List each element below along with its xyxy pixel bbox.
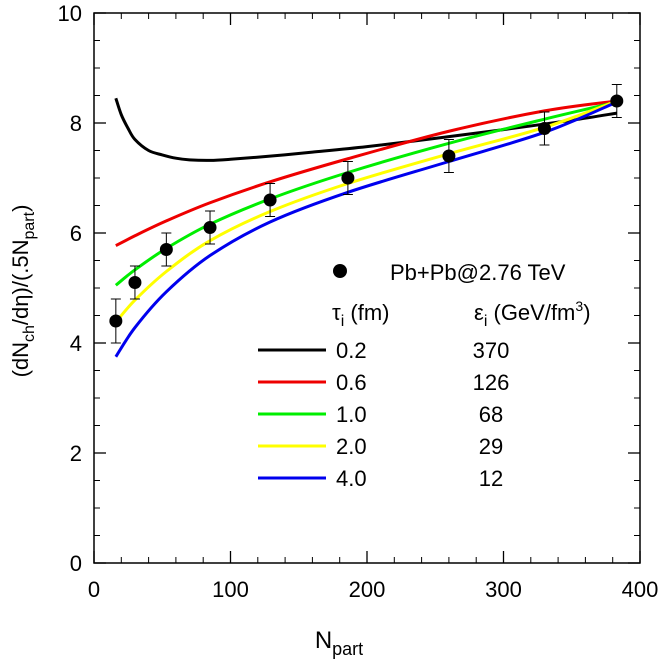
series-line-tau-1.0 [114, 100, 618, 287]
legend-tau-header: τi (fm) [332, 300, 389, 330]
x-tick-label: 200 [349, 577, 386, 602]
x-tick-label: 0 [88, 577, 100, 602]
series-line-tau-0.2 [114, 97, 618, 162]
y-tick-label: 8 [70, 111, 82, 136]
x-tick-label: 100 [212, 577, 249, 602]
plot-frame [93, 12, 641, 564]
legend-eps-value: 12 [479, 466, 503, 491]
legend-eps-value: 126 [473, 370, 510, 395]
y-tick-label: 10 [58, 1, 82, 26]
series-line-tau-2.0 [114, 99, 618, 324]
legend-data-label: Pb+Pb@2.76 TeV [390, 260, 566, 285]
data-point [341, 171, 355, 185]
y-tick-label: 0 [70, 551, 82, 576]
legend-tau-value: 2.0 [336, 434, 367, 459]
y-tick-label: 4 [70, 331, 82, 356]
legend-data-marker [333, 264, 347, 278]
data-points [109, 84, 624, 344]
data-point [203, 221, 217, 234]
y-tick-label: 2 [70, 441, 82, 466]
data-point [109, 314, 123, 328]
data-point [128, 276, 142, 289]
x-tick-label: 400 [622, 577, 659, 602]
legend-tau-value: 4.0 [336, 466, 367, 491]
data-point [159, 243, 173, 256]
legend-eps-header: εi (GeV/fm3) [474, 298, 591, 330]
legend-tau-value: 1.0 [336, 402, 367, 427]
series-line-tau-4.0 [114, 100, 618, 358]
data-point [442, 149, 456, 163]
legend: Pb+Pb@2.76 TeV τi (fm) εi (GeV/fm3) 0.2 3… [258, 260, 591, 491]
model-curves [114, 97, 618, 358]
series-line-tau-0.6 [115, 99, 617, 247]
y-axis-label: (dNch/dη)/(.5Npart) [8, 205, 38, 378]
legend-rows: 0.2 370 0.6 126 1.0 68 2.0 29 4.0 12 [258, 338, 509, 491]
data-point [263, 193, 277, 207]
legend-tau-value: 0.6 [336, 370, 367, 395]
legend-eps-value: 29 [479, 434, 503, 459]
data-point [537, 122, 551, 135]
data-point [610, 94, 624, 108]
x-axis-label: Npart [315, 627, 363, 659]
legend-eps-value: 370 [473, 338, 510, 363]
x-tick-label: 300 [485, 577, 522, 602]
y-tick-label: 6 [70, 221, 82, 246]
legend-eps-value: 68 [479, 402, 503, 427]
legend-tau-value: 0.2 [336, 338, 367, 363]
